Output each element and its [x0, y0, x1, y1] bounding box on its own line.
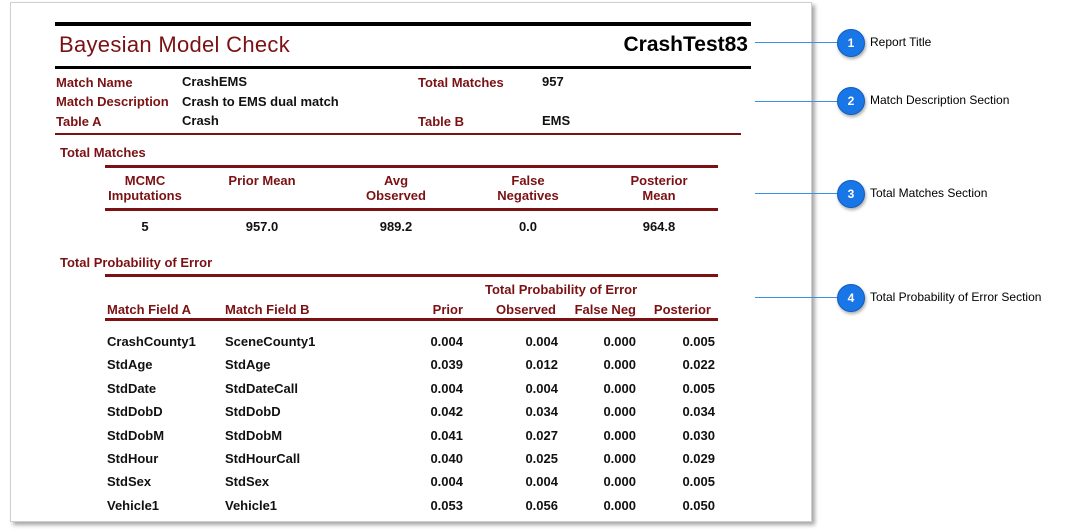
callout-label: Report Title — [870, 35, 932, 49]
total-matches-value: 957 — [542, 74, 564, 89]
header-prior: Prior — [432, 302, 463, 317]
match-description-value: Crash to EMS dual match — [182, 94, 339, 109]
header-mcmc-imputations: MCMC Imputations — [108, 173, 182, 203]
header-posterior: Posterior — [653, 302, 711, 317]
cell-match-field-b: StdDobD — [225, 404, 281, 419]
cell-false-neg: 0.000 — [603, 428, 636, 443]
cell-posterior: 0.022 — [682, 357, 715, 372]
total-matches-label: Total Matches — [418, 75, 504, 90]
callout-line — [755, 193, 837, 194]
cell-posterior: 0.005 — [682, 474, 715, 489]
header-false-neg: False Neg — [574, 302, 636, 317]
total-matches-header-top-rule — [105, 165, 718, 168]
callout-label: Total Matches Section — [870, 186, 988, 200]
cell-match-field-a: Vehicle1 — [107, 498, 160, 513]
callout-badge: 3 — [837, 180, 865, 208]
cell-match-field-b: StdDateCall — [225, 381, 298, 396]
cell-prior: 0.042 — [430, 404, 463, 419]
cell-match-field-a: StdAge — [107, 357, 153, 372]
cell-observed: 0.004 — [525, 474, 558, 489]
cell-observed: 0.056 — [525, 498, 558, 513]
header-match-field-a: Match Field A — [107, 302, 192, 317]
cell-match-field-b: StdAge — [225, 357, 271, 372]
match-name-label: Match Name — [56, 75, 133, 90]
cell-match-field-a: CrashCounty1 — [107, 334, 196, 349]
cell-prior: 0.004 — [430, 474, 463, 489]
match-name-value: CrashEMS — [182, 74, 248, 89]
header-false-negatives: False Negatives — [497, 173, 559, 203]
cell-match-field-b: StdSex — [225, 474, 270, 489]
cell-false-neg: 0.000 — [603, 451, 636, 466]
report-test-name: CrashTest83 — [623, 33, 748, 56]
callout-label: Total Probability of Error Section — [870, 290, 1042, 304]
cell-match-field-a: StdDate — [107, 381, 157, 396]
cell-match-field-a: StdSex — [107, 474, 152, 489]
cell-posterior: 0.005 — [682, 334, 715, 349]
header-avg-observed: Avg Observed — [366, 173, 426, 203]
cell-prior: 0.004 — [430, 334, 463, 349]
cell-posterior: 0.030 — [682, 428, 715, 443]
header-match-field-b: Match Field B — [225, 302, 310, 317]
cell-prior: 0.039 — [430, 357, 463, 372]
cell-prior: 0.040 — [430, 451, 463, 466]
probability-error-group-header: Total Probability of Error — [485, 282, 638, 297]
cell-match-field-b: Vehicle1 — [225, 498, 278, 513]
cell-false-neg: 0.000 — [603, 381, 636, 396]
value-prior-mean: 957.0 — [245, 219, 279, 234]
callout-label: Match Description Section — [870, 93, 1010, 107]
report-title: Bayesian Model Check — [59, 32, 291, 57]
cell-false-neg: 0.000 — [603, 357, 636, 372]
cell-observed: 0.034 — [525, 404, 558, 419]
cell-posterior: 0.050 — [682, 498, 715, 513]
cell-match-field-b: StdHourCall — [225, 451, 301, 466]
table-a-value: Crash — [182, 113, 219, 128]
callout-badge: 1 — [837, 29, 865, 57]
cell-prior: 0.053 — [430, 498, 463, 513]
value-false-negatives: 0.0 — [518, 219, 538, 234]
cell-posterior: 0.034 — [682, 404, 715, 419]
cell-observed: 0.004 — [525, 381, 558, 396]
header-prior-mean: Prior Mean — [228, 173, 296, 188]
cell-observed: 0.025 — [525, 451, 558, 466]
cell-false-neg: 0.000 — [603, 404, 636, 419]
callout-badge: 4 — [837, 284, 865, 312]
callout-line — [755, 101, 837, 102]
callout-line — [755, 297, 837, 298]
title-top-rule — [55, 22, 751, 26]
probability-error-header-rule — [105, 318, 718, 321]
total-matches-header-bottom-rule — [105, 208, 718, 211]
cell-match-field-b: StdDobM — [225, 428, 283, 443]
table-b-value: EMS — [542, 113, 571, 128]
cell-prior: 0.004 — [430, 381, 463, 396]
cell-false-neg: 0.000 — [603, 498, 636, 513]
header-observed: Observed — [496, 302, 556, 317]
probability-error-section-title: Total Probability of Error — [60, 255, 213, 270]
value-avg-observed: 989.2 — [379, 219, 413, 234]
match-description-rule — [55, 133, 741, 135]
cell-posterior: 0.029 — [682, 451, 715, 466]
callout-badge: 2 — [837, 87, 865, 115]
cell-posterior: 0.005 — [682, 381, 715, 396]
cell-match-field-a: StdDobD — [107, 404, 163, 419]
table-a-label: Table A — [56, 114, 102, 129]
cell-observed: 0.012 — [525, 357, 558, 372]
probability-error-top-rule — [105, 274, 718, 277]
cell-match-field-b: SceneCounty1 — [225, 334, 316, 349]
cell-prior: 0.041 — [430, 428, 463, 443]
cell-observed: 0.004 — [525, 334, 558, 349]
callout-line — [755, 42, 837, 43]
value-mcmc-imputations: 5 — [141, 219, 149, 234]
value-posterior-mean: 964.8 — [642, 219, 676, 234]
title-bottom-rule — [55, 66, 751, 69]
total-matches-section-title: Total Matches — [60, 145, 146, 160]
report-page: Bayesian Model Check CrashTest83 Match N… — [10, 2, 812, 522]
cell-false-neg: 0.000 — [603, 474, 636, 489]
cell-false-neg: 0.000 — [603, 334, 636, 349]
cell-match-field-a: StdDobM — [107, 428, 165, 443]
table-b-label: Table B — [418, 114, 464, 129]
cell-match-field-a: StdHour — [107, 451, 159, 466]
match-description-label: Match Description — [56, 94, 169, 109]
header-posterior-mean: Posterior Mean — [630, 173, 688, 203]
cell-observed: 0.027 — [525, 428, 558, 443]
